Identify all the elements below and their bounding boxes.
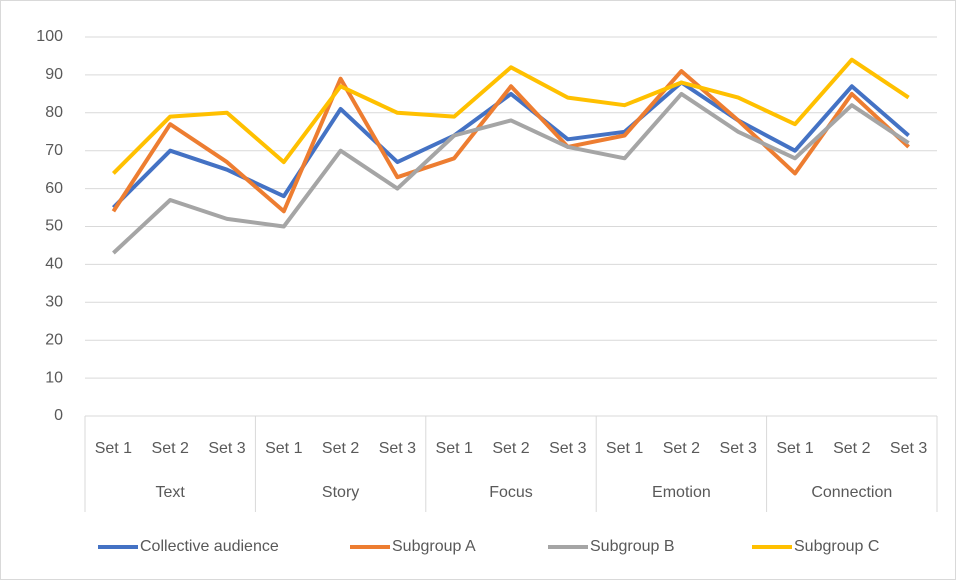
y-tick-label: 80 [45,104,63,121]
x-tick-label: Set 3 [379,440,416,457]
legend-label: Subgroup A [392,538,476,555]
group-label: Focus [489,484,533,501]
x-tick-label: Set 1 [265,440,302,457]
group-label: Emotion [652,484,711,501]
y-tick-label: 100 [36,28,63,45]
series-line [111,69,910,214]
x-tick-label: Set 3 [890,440,927,457]
x-tick-label: Set 3 [720,440,757,457]
group-label: Text [156,484,186,501]
group-label: Story [322,484,359,501]
legend-label: Subgroup B [590,538,675,555]
x-tick-label: Set 1 [776,440,813,457]
legend-label: Subgroup C [794,538,879,555]
legend-label: Collective audience [140,538,279,555]
series-line [112,91,910,255]
y-tick-label: 30 [45,294,63,311]
x-tick-label: Set 3 [208,440,245,457]
series-line [111,57,910,175]
y-tick-label: 20 [45,331,63,348]
x-tick-label: Set 2 [833,440,870,457]
x-tick-label: Set 3 [549,440,586,457]
x-tick-label: Set 1 [606,440,643,457]
group-label: Connection [811,484,892,501]
x-tick-label: Set 2 [663,440,700,457]
x-tick-label: Set 2 [152,440,189,457]
x-tick-label: Set 1 [95,440,132,457]
y-tick-label: 50 [45,218,63,235]
y-tick-label: 40 [45,256,63,273]
y-tick-label: 0 [54,407,63,424]
y-tick-label: 10 [45,369,63,386]
x-tick-label: Set 2 [322,440,359,457]
y-tick-label: 60 [45,180,63,197]
x-tick-label: Set 2 [492,440,529,457]
y-tick-label: 90 [45,66,63,83]
y-tick-label: 70 [45,142,63,159]
x-tick-label: Set 1 [436,440,473,457]
